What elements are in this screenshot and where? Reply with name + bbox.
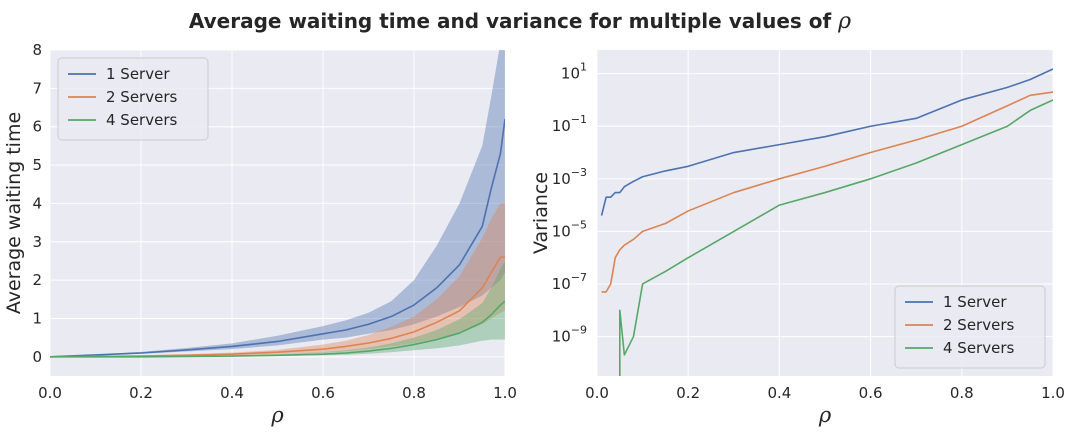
x-tick-label: 0.2 — [676, 384, 700, 402]
series-group — [50, 50, 505, 358]
x-tick-label: 1.0 — [493, 384, 517, 402]
y-axis-label: Average waiting time — [3, 112, 25, 314]
x-tick-label: 0.6 — [311, 384, 335, 402]
x-tick-label: 0.2 — [129, 384, 153, 402]
y-tick-label: 8 — [32, 41, 42, 59]
x-axis-label: ρ — [818, 403, 832, 427]
x-tick-label: 0.8 — [950, 384, 974, 402]
y-tick-label: 7 — [32, 79, 42, 97]
y-tick-label: 1 — [32, 309, 42, 327]
y-tick-label: 5 — [32, 156, 42, 174]
series-group — [600, 68, 1053, 376]
series-line-3 — [50, 300, 505, 358]
y-tick-label: 10−9 — [552, 324, 587, 346]
y-tick-label: 10−1 — [552, 113, 587, 135]
x-tick-label: 0.8 — [402, 384, 426, 402]
y-tick-label: 4 — [32, 194, 42, 212]
y-tick-label: 101 — [561, 61, 587, 83]
y-tick-label: 10−7 — [552, 271, 587, 293]
figure-title: Average waiting time and variance for mu… — [189, 9, 851, 34]
x-tick-label: 0.6 — [859, 384, 883, 402]
legend-label-1: 1 Server — [106, 65, 170, 83]
title-rho-symbol: ρ — [837, 9, 851, 34]
series-line-1 — [50, 118, 505, 358]
x-tick-label: 0.4 — [767, 384, 791, 402]
series-line-2 — [601, 91, 1053, 293]
x-tick-label: 0.0 — [585, 384, 609, 402]
y-tick-label: 10−5 — [552, 218, 587, 240]
x-axis-label: ρ — [270, 403, 284, 427]
waiting-time-panel: 0.0 0.2 0.4 0.6 0.8 1.0 0 1 2 3 4 5 6 7 8 ρ Average wait… — [3, 41, 517, 427]
legend-label-2: 2 Servers — [943, 316, 1015, 334]
series-line-2 — [50, 256, 505, 358]
series-line-1 — [600, 68, 1053, 216]
y-tick-label: 2 — [32, 271, 42, 289]
legend-label-3: 4 Servers — [943, 339, 1015, 357]
y-tick-label: 0 — [32, 348, 42, 366]
y-tick-label: 6 — [32, 118, 42, 136]
series-line-3 — [619, 99, 1053, 376]
legend-label-1: 1 Server — [943, 293, 1007, 311]
y-tick-label: 10−3 — [552, 166, 587, 188]
variance-panel: 0.0 0.2 0.4 0.6 0.8 1.0 101 10−1 10−3 10−5 10−7 10−… — [530, 50, 1065, 427]
y-axis-label: Variance — [530, 172, 552, 254]
x-tick-label: 0.0 — [38, 384, 62, 402]
x-tick-label: 0.4 — [220, 384, 244, 402]
legend-label-2: 2 Servers — [106, 88, 178, 106]
legend-label-3: 4 Servers — [106, 111, 178, 129]
x-tick-label: 1.0 — [1041, 384, 1065, 402]
y-tick-label: 3 — [32, 233, 42, 251]
